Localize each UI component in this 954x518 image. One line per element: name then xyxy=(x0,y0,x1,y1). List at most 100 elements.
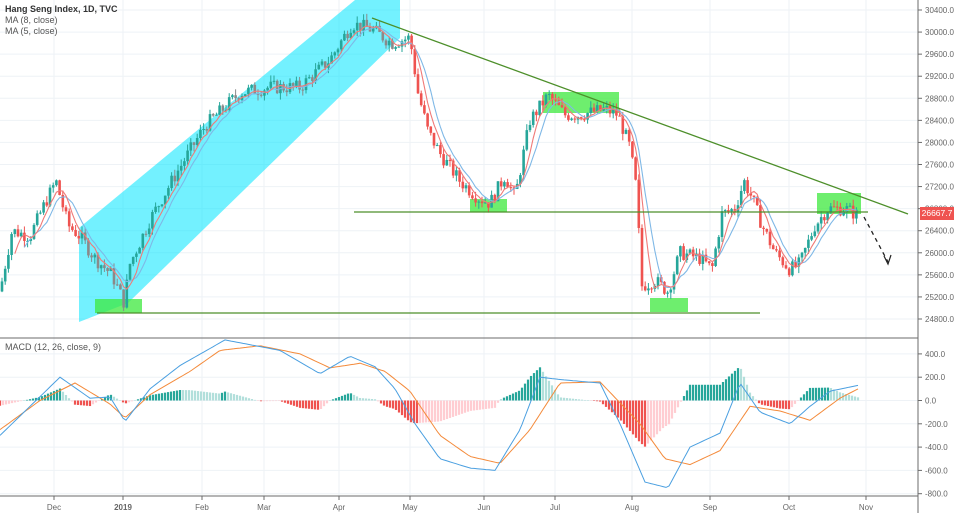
candle-body[interactable] xyxy=(426,113,429,127)
candle-body[interactable] xyxy=(131,256,135,264)
candle-body[interactable] xyxy=(727,210,730,212)
candle-body[interactable] xyxy=(0,281,4,292)
candle-body[interactable] xyxy=(263,90,266,96)
candle-body[interactable] xyxy=(115,284,119,286)
candle-body[interactable] xyxy=(55,180,58,186)
candle-body[interactable] xyxy=(231,95,234,98)
candle-body[interactable] xyxy=(611,109,615,114)
candle-body[interactable] xyxy=(39,212,42,214)
candle-body[interactable] xyxy=(461,181,465,189)
candle-body[interactable] xyxy=(407,35,410,40)
candle-body[interactable] xyxy=(640,227,644,287)
candle-body[interactable] xyxy=(656,277,660,286)
candle-body[interactable] xyxy=(7,254,10,269)
candle-body[interactable] xyxy=(13,229,17,235)
candle-body[interactable] xyxy=(157,206,161,208)
candle-body[interactable] xyxy=(26,240,29,242)
candle-body[interactable] xyxy=(90,255,93,258)
candle-body[interactable] xyxy=(167,188,170,196)
candle-body[interactable] xyxy=(490,194,493,208)
candle-body[interactable] xyxy=(269,81,273,88)
highlight-box[interactable] xyxy=(95,299,142,313)
candle-body[interactable] xyxy=(429,126,433,133)
candle-body[interactable] xyxy=(643,286,647,291)
candle-body[interactable] xyxy=(435,145,439,147)
candle-body[interactable] xyxy=(71,226,74,230)
candle-body[interactable] xyxy=(211,114,215,116)
candle-body[interactable] xyxy=(288,83,292,93)
candle-body[interactable] xyxy=(531,111,535,126)
candle-body[interactable] xyxy=(205,128,209,131)
candle-body[interactable] xyxy=(711,263,714,266)
candle-body[interactable] xyxy=(771,245,775,250)
candle-body[interactable] xyxy=(650,288,653,290)
candle-body[interactable] xyxy=(624,129,628,134)
signal-line[interactable] xyxy=(0,345,859,466)
candle-body[interactable] xyxy=(189,142,193,151)
candle-body[interactable] xyxy=(487,202,490,208)
candle-body[interactable] xyxy=(339,40,343,50)
candle-body[interactable] xyxy=(224,109,228,111)
candle-body[interactable] xyxy=(61,195,65,208)
candle-body[interactable] xyxy=(301,89,305,91)
candle-body[interactable] xyxy=(141,233,145,248)
candle-body[interactable] xyxy=(464,185,468,189)
candle-body[interactable] xyxy=(483,202,487,204)
candle-body[interactable] xyxy=(106,268,109,272)
candle-body[interactable] xyxy=(125,279,129,308)
candle-body[interactable] xyxy=(855,209,858,219)
candle-body[interactable] xyxy=(109,268,113,272)
candle-body[interactable] xyxy=(787,268,791,276)
ascending-channel[interactable] xyxy=(79,0,400,322)
candle-body[interactable] xyxy=(195,137,199,145)
candle-body[interactable] xyxy=(96,254,100,269)
candle-body[interactable] xyxy=(544,94,548,106)
candle-body[interactable] xyxy=(256,94,260,96)
candle-body[interactable] xyxy=(509,187,513,189)
candle-body[interactable] xyxy=(32,224,36,239)
candle-body[interactable] xyxy=(16,229,20,237)
candle-body[interactable] xyxy=(535,111,538,116)
candle-body[interactable] xyxy=(333,52,337,56)
candle-body[interactable] xyxy=(803,247,807,253)
candle-body[interactable] xyxy=(218,105,221,115)
candle-body[interactable] xyxy=(122,289,125,308)
candle-body[interactable] xyxy=(234,95,237,99)
candle-body[interactable] xyxy=(391,40,394,49)
candle-body[interactable] xyxy=(474,198,477,203)
candle-body[interactable] xyxy=(627,129,631,142)
candle-body[interactable] xyxy=(202,128,205,130)
candle-body[interactable] xyxy=(199,129,202,138)
candle-body[interactable] xyxy=(567,115,570,120)
candle-body[interactable] xyxy=(413,49,417,75)
candle-body[interactable] xyxy=(496,181,500,202)
candle-body[interactable] xyxy=(477,201,481,203)
candle-body[interactable] xyxy=(387,40,391,46)
candle-body[interactable] xyxy=(186,150,189,162)
candle-body[interactable] xyxy=(359,22,362,31)
candle-body[interactable] xyxy=(183,161,186,166)
candle-body[interactable] xyxy=(707,261,711,264)
candle-body[interactable] xyxy=(170,175,173,189)
candle-body[interactable] xyxy=(848,205,852,207)
candle-body[interactable] xyxy=(445,159,449,166)
candle-body[interactable] xyxy=(192,142,196,145)
candle-body[interactable] xyxy=(503,182,506,187)
candle-body[interactable] xyxy=(266,87,269,91)
candle-body[interactable] xyxy=(135,253,138,257)
candle-body[interactable] xyxy=(291,83,295,87)
candle-body[interactable] xyxy=(173,175,177,182)
candle-body[interactable] xyxy=(439,145,442,155)
candle-body[interactable] xyxy=(579,117,583,120)
ma5-line[interactable] xyxy=(14,25,857,290)
candle-body[interactable] xyxy=(541,100,545,106)
candle-body[interactable] xyxy=(701,254,705,264)
candle-body[interactable] xyxy=(259,94,263,96)
candle-body[interactable] xyxy=(51,185,55,188)
candle-body[interactable] xyxy=(74,229,77,236)
candle-body[interactable] xyxy=(336,49,340,53)
candle-body[interactable] xyxy=(42,202,45,213)
candle-body[interactable] xyxy=(499,181,503,187)
candle-body[interactable] xyxy=(416,74,420,94)
candle-body[interactable] xyxy=(35,213,39,225)
